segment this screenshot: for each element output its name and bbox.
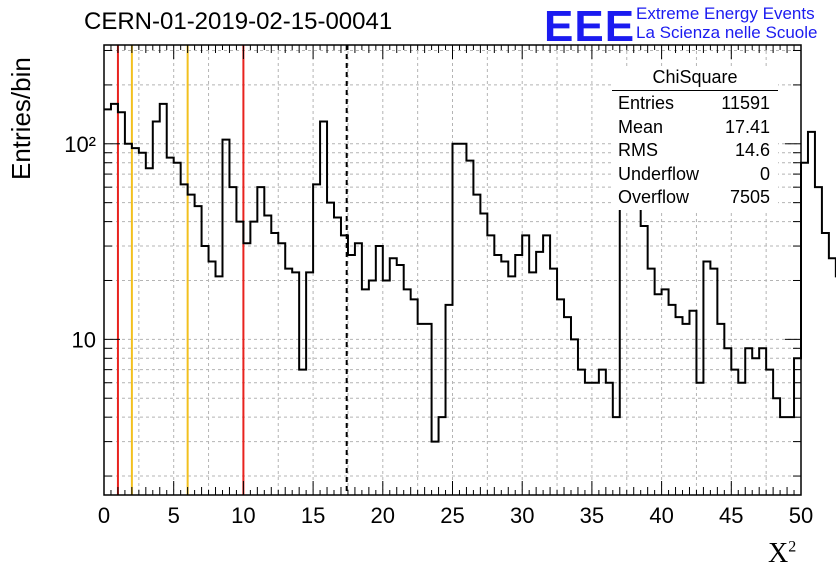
x-tick-label: 30 (510, 503, 534, 528)
stats-label: Entries (618, 93, 675, 113)
stats-value: 7505 (729, 187, 770, 207)
stats-row-rms: RMS 14.6 (612, 139, 778, 163)
stats-value: 11591 (721, 93, 770, 113)
x-tick-label: 45 (719, 503, 743, 528)
x-axis-label: X2 (768, 538, 796, 570)
stats-label: Overflow (618, 187, 690, 207)
axis-ticks (103, 45, 802, 495)
stats-separator (612, 90, 778, 91)
logo-caption-line2: La Scienza nelle Scuole (636, 23, 818, 42)
stats-row-entries: Entries 11591 (612, 92, 778, 116)
x-axis-label-text: X (768, 538, 789, 569)
x-tick-label: 5 (168, 503, 180, 528)
stats-row-overflow: Overflow 7505 (612, 186, 778, 210)
x-tick-label: 35 (580, 503, 604, 528)
axis-tick-labels: 0 5 10 15 20 25 30 35 40 45 50 10 10² (64, 132, 813, 528)
stats-title: ChiSquare (652, 67, 738, 87)
y-tick-label: 10² (64, 132, 96, 157)
y-axis-label: Entries/bin (6, 57, 36, 180)
x-tick-label: 40 (649, 503, 673, 528)
histogram-line (104, 102, 836, 443)
stats-value: 17.41 (724, 116, 770, 137)
stats-row-mean: Mean 17.41 (612, 116, 778, 140)
stats-label: RMS (618, 140, 658, 160)
chart-title: CERN-01-2019-02-15-00041 (84, 8, 393, 35)
x-tick-label: 0 (98, 503, 110, 528)
y-tick-label: 10 (72, 327, 96, 352)
eee-logo: EEE (544, 2, 636, 51)
stats-row-underflow: Underflow 0 (612, 163, 778, 187)
x-axis-label-superscript: 2 (788, 538, 797, 556)
stats-box: ChiSquare Entries 11591 Mean 17.41 RMS 1… (612, 66, 778, 210)
logo-caption-line1: Extreme Energy Events (636, 4, 815, 23)
stats-label: Mean (618, 116, 664, 137)
x-tick-label: 25 (440, 503, 464, 528)
x-tick-label: 20 (371, 503, 395, 528)
stats-value: 14.6 (734, 140, 770, 160)
x-tick-label: 10 (231, 503, 255, 528)
x-tick-label: 15 (301, 503, 325, 528)
x-tick-label: 50 (789, 503, 813, 528)
marker-lines (116, 45, 348, 495)
stats-label: Underflow (618, 163, 700, 184)
stats-value: 0 (759, 163, 770, 184)
